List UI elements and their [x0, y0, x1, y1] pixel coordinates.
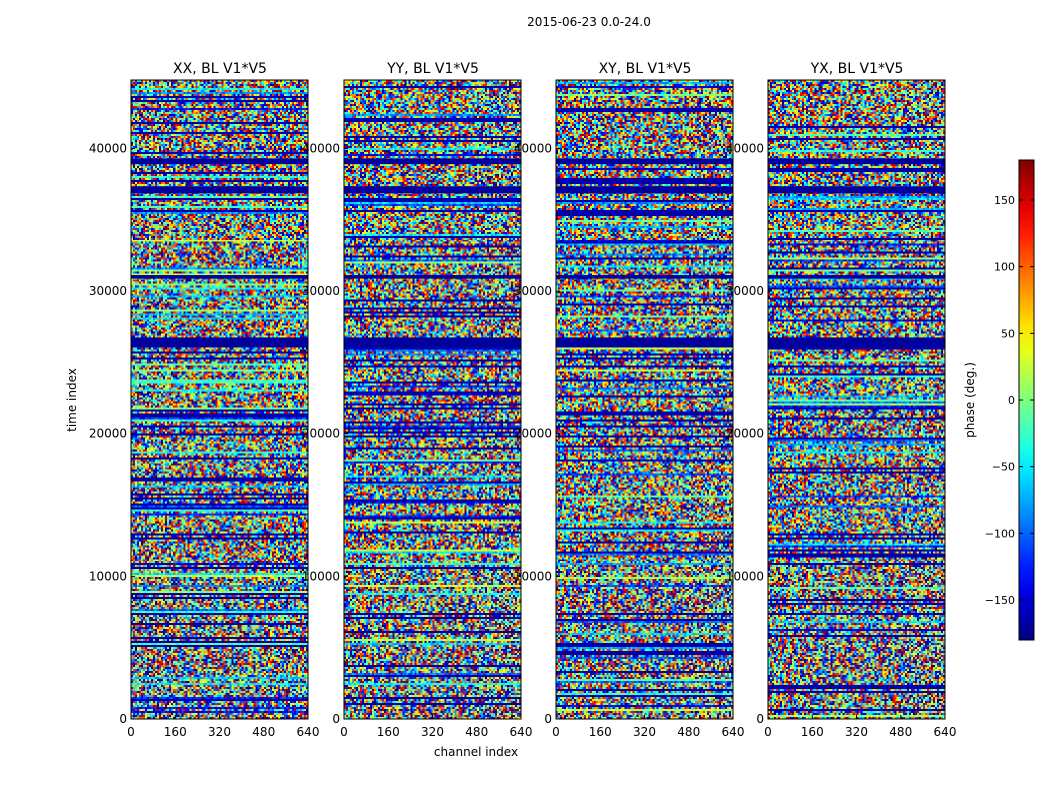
panel-plot-xx: 0 160 320 480 640 0 10000 20000 30000 40000: [89, 79, 320, 739]
y-tick-label: 30000: [302, 284, 340, 298]
x-axis-label: channel index: [434, 745, 518, 759]
flagged-band: [556, 275, 733, 279]
colorbar: −150 −100 −50 0 50 100 150: [985, 159, 1035, 641]
panel-title-yy: YY, BL V1*V5: [386, 61, 479, 77]
flagged-band: [344, 158, 521, 165]
heatmap-image: [768, 80, 945, 719]
flagged-band: [131, 337, 308, 348]
y-tick-label: 20000: [726, 427, 764, 441]
colorbar-tick-label: −100: [985, 527, 1015, 540]
y-tick-label: 20000: [89, 427, 127, 441]
x-tick-label: 0: [764, 725, 772, 739]
x-tick-label: 0: [552, 725, 560, 739]
y-tick-label: 40000: [514, 141, 552, 155]
heatmap-image: [344, 80, 521, 719]
colorbar-tick-label: −50: [992, 461, 1015, 474]
colorbar-tick-label: 150: [994, 194, 1015, 207]
x-tick-label: 480: [677, 725, 700, 739]
x-tick-label: 640: [510, 725, 533, 739]
panel-title-xy: XY, BL V1*V5: [599, 61, 692, 77]
panel-title-xx: XX, BL V1*V5: [173, 61, 267, 77]
x-tick-label: 160: [164, 725, 187, 739]
flagged-band: [768, 158, 945, 165]
colorbar-tick-label: 0: [1008, 394, 1015, 407]
y-tick-label: 10000: [89, 569, 127, 583]
panel-plot-yy: 0 160 320 480 640 0 10000 20000 30000 40000: [302, 79, 533, 739]
flagged-band: [768, 275, 945, 279]
x-tick-label: 640: [722, 725, 745, 739]
flagged-band: [131, 158, 308, 165]
flagged-band: [344, 275, 521, 279]
colorbar-tick-label: 100: [994, 261, 1015, 274]
flagged-band: [556, 186, 733, 194]
heatmap-image: [556, 80, 733, 719]
colorbar-label: phase (deg.): [963, 362, 977, 438]
x-tick-label: 320: [845, 725, 868, 739]
y-tick-label: 40000: [726, 141, 764, 155]
flagged-band: [556, 337, 733, 348]
figure-suptitle: 2015-06-23 0.0-24.0: [527, 15, 651, 29]
colorbar-tick-label: 50: [1001, 327, 1015, 340]
y-tick-label: 30000: [726, 284, 764, 298]
flagged-band: [768, 337, 945, 348]
y-tick-label: 0: [332, 712, 340, 726]
x-tick-label: 480: [465, 725, 488, 739]
y-tick-label: 20000: [514, 427, 552, 441]
panel-plot-xy: 0 160 320 480 640 0 10000 20000 30000 40000: [514, 79, 745, 739]
y-tick-label: 0: [119, 712, 127, 726]
flagged-band: [131, 186, 308, 194]
flagged-band: [344, 337, 521, 348]
y-tick-label: 10000: [514, 569, 552, 583]
flagged-band: [768, 186, 945, 194]
x-tick-label: 160: [801, 725, 824, 739]
y-axis-label: time index: [65, 368, 79, 432]
x-tick-label: 160: [377, 725, 400, 739]
panel-xy: XY, BL V1*V5: [599, 61, 692, 77]
y-tick-label: 10000: [726, 569, 764, 583]
x-tick-label: 0: [340, 725, 348, 739]
panel-yx: YX, BL V1*V5: [810, 61, 904, 77]
y-tick-label: 0: [544, 712, 552, 726]
x-tick-label: 320: [633, 725, 656, 739]
colorbar-tick-label: −150: [985, 594, 1015, 607]
flagged-band: [556, 158, 733, 165]
panel-yy: YY, BL V1*V5: [386, 61, 479, 77]
panel-xx: XX, BL V1*V5: [173, 61, 267, 77]
panel-title-yx: YX, BL V1*V5: [810, 61, 904, 77]
x-tick-label: 160: [589, 725, 612, 739]
x-tick-label: 320: [421, 725, 444, 739]
y-tick-label: 30000: [89, 284, 127, 298]
x-tick-label: 480: [889, 725, 912, 739]
flagged-band: [344, 186, 521, 194]
y-tick-label: 20000: [302, 427, 340, 441]
x-tick-label: 0: [127, 725, 135, 739]
x-tick-label: 640: [934, 725, 957, 739]
heatmap-image: [131, 80, 308, 719]
x-tick-label: 640: [297, 725, 320, 739]
x-tick-label: 320: [208, 725, 231, 739]
panel-plot-yx: 0 160 320 480 640 0 10000 20000 30000 40000: [726, 79, 957, 739]
y-tick-label: 40000: [302, 141, 340, 155]
y-tick-label: 0: [756, 712, 764, 726]
y-tick-label: 30000: [514, 284, 552, 298]
flagged-band: [131, 275, 308, 279]
y-tick-label: 40000: [89, 141, 127, 155]
y-tick-label: 10000: [302, 569, 340, 583]
x-tick-label: 480: [252, 725, 275, 739]
